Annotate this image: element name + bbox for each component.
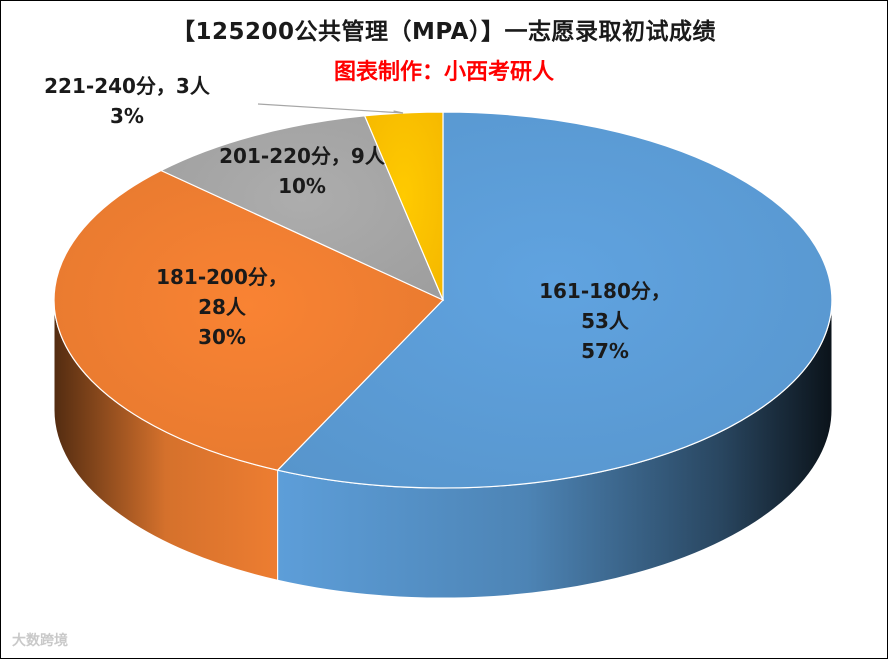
pie-slice [276, 111, 833, 489]
data-label: 161-180分， 53人 57% [539, 279, 671, 363]
leader-line [257, 103, 404, 114]
watermark-text: 大数跨境 [12, 633, 68, 649]
data-label: 221-240分，3人 3% [44, 74, 211, 128]
pie-slice [159, 115, 445, 302]
data-label: 201-220分，9人 10% [219, 144, 386, 198]
pie-slice [53, 169, 445, 471]
data-label: 181-200分， 28人 30% [156, 265, 288, 349]
chart-subtitle: 图表制作：小西考研人 [333, 60, 554, 85]
chart-title: 【125200公共管理（MPA）】一志愿录取初试成绩 [172, 19, 716, 45]
pie-slice [363, 111, 444, 301]
